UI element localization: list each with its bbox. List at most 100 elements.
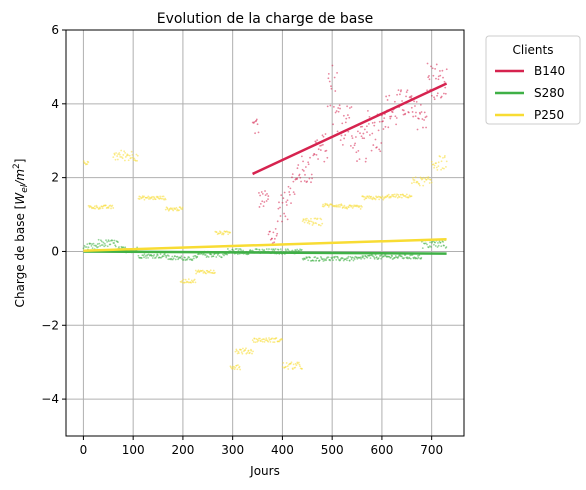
data-point xyxy=(428,176,430,178)
data-point xyxy=(445,166,447,168)
data-point xyxy=(261,191,263,193)
data-point xyxy=(343,115,345,117)
data-point xyxy=(299,364,301,366)
data-point xyxy=(417,181,419,183)
data-point xyxy=(120,150,122,152)
y-tick-label: 4 xyxy=(51,97,59,111)
data-point xyxy=(172,210,174,212)
legend: Clients B140S280P250 xyxy=(486,36,580,124)
data-point xyxy=(208,256,210,258)
data-point xyxy=(407,89,409,91)
data-point xyxy=(341,204,343,206)
data-point xyxy=(365,197,367,199)
data-point xyxy=(93,243,95,245)
y-axis-ticks: −4−20246 xyxy=(41,23,66,406)
data-point xyxy=(417,129,419,131)
data-point xyxy=(288,191,290,193)
data-point xyxy=(427,63,429,65)
data-point xyxy=(423,119,425,121)
data-point xyxy=(328,256,330,258)
data-point xyxy=(416,101,418,103)
data-point xyxy=(195,281,197,283)
data-point xyxy=(245,347,247,349)
data-point xyxy=(366,125,368,127)
data-point xyxy=(145,257,147,259)
data-point xyxy=(152,198,154,200)
data-point xyxy=(332,256,334,258)
data-point xyxy=(394,115,396,117)
data-point xyxy=(262,341,264,343)
data-point xyxy=(175,259,177,261)
data-point xyxy=(111,205,113,207)
data-point xyxy=(254,132,256,134)
data-point xyxy=(124,160,126,162)
legend-label-p250: P250 xyxy=(534,108,564,122)
data-point xyxy=(284,215,286,217)
data-point xyxy=(118,246,120,248)
data-point xyxy=(371,133,373,135)
data-point xyxy=(372,122,374,124)
x-tick-label: 300 xyxy=(221,443,244,457)
data-point xyxy=(403,110,405,112)
data-point xyxy=(366,131,368,133)
data-point xyxy=(143,256,145,258)
data-point xyxy=(273,241,275,243)
data-point xyxy=(438,76,440,78)
data-point xyxy=(91,245,93,247)
data-point xyxy=(307,259,309,261)
x-tick-label: 700 xyxy=(420,443,443,457)
data-point xyxy=(336,72,338,74)
data-point xyxy=(163,195,165,197)
data-point xyxy=(303,219,305,221)
data-point xyxy=(382,195,384,197)
data-point xyxy=(434,242,436,244)
data-point xyxy=(122,154,124,156)
data-point xyxy=(123,150,125,152)
data-point xyxy=(282,366,284,368)
data-point xyxy=(372,144,374,146)
data-point xyxy=(258,132,260,134)
data-point xyxy=(195,273,197,275)
data-point xyxy=(300,181,302,183)
data-point xyxy=(366,257,368,259)
data-point xyxy=(115,152,117,154)
data-point xyxy=(404,113,406,115)
data-point xyxy=(191,259,193,261)
data-point xyxy=(94,205,96,207)
data-point xyxy=(311,174,313,176)
data-point xyxy=(343,138,345,140)
data-point xyxy=(304,180,306,182)
data-point xyxy=(266,193,268,195)
data-point xyxy=(442,77,444,79)
x-axis-ticks: 0 100 200 300 400 500 600 700 xyxy=(80,436,444,457)
data-point xyxy=(389,118,391,120)
data-point xyxy=(351,106,353,108)
data-point xyxy=(165,199,167,201)
data-point xyxy=(213,255,215,257)
data-point xyxy=(410,258,412,260)
data-point xyxy=(274,341,276,343)
data-point xyxy=(193,258,195,260)
data-point xyxy=(411,95,413,97)
data-point xyxy=(362,137,364,139)
data-point xyxy=(360,208,362,210)
data-point xyxy=(264,190,266,192)
trend-lines xyxy=(83,84,446,254)
data-point xyxy=(281,339,283,341)
data-point xyxy=(223,233,225,235)
data-point xyxy=(92,247,94,249)
data-point xyxy=(414,179,416,181)
data-point xyxy=(446,68,448,70)
data-point xyxy=(280,194,282,196)
data-point xyxy=(411,107,413,109)
data-point xyxy=(435,78,437,80)
data-point xyxy=(277,220,279,222)
data-point xyxy=(323,161,325,163)
data-point xyxy=(291,250,293,252)
data-point xyxy=(444,81,446,83)
data-point xyxy=(184,257,186,259)
data-point xyxy=(351,135,353,137)
data-point xyxy=(430,65,432,67)
data-point xyxy=(174,255,176,257)
